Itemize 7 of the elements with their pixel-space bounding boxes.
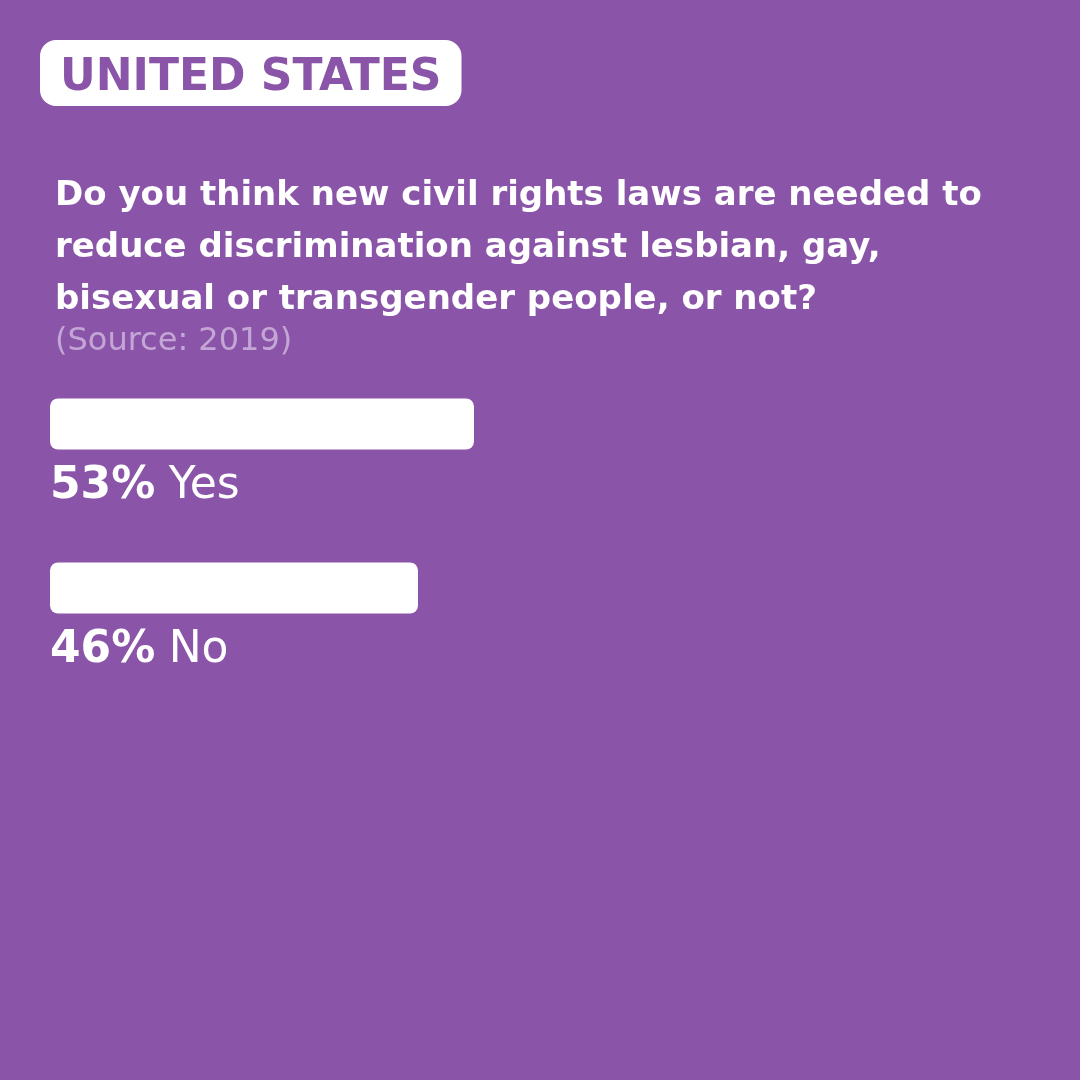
data-label: 53% bbox=[50, 457, 156, 508]
y-tick-label: Yes bbox=[167, 457, 240, 508]
y-tick-label: No bbox=[168, 621, 229, 672]
chart-title: UNITED STATES bbox=[60, 48, 442, 100]
chart-subtitle: Do you think new civil rights laws are needed to reduce discrimination against lesbian, gay, bisexual or transgender people, or not? bbox=[55, 173, 994, 317]
text: (Source: 2019) bbox=[55, 320, 293, 358]
data-label: 46% bbox=[50, 621, 156, 672]
